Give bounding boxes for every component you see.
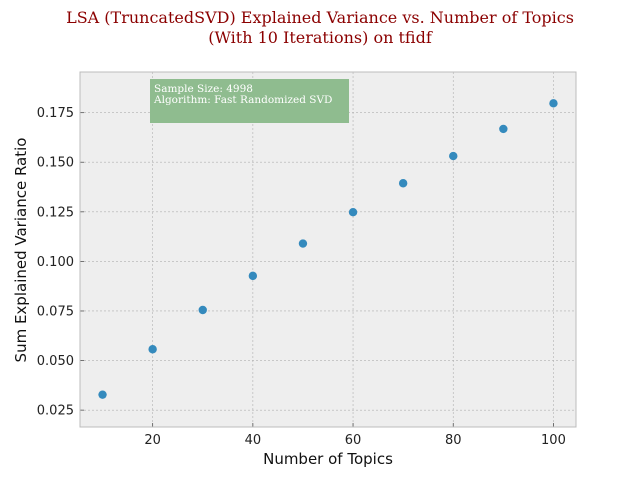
annotation-box: Sample Size: 4998 Algorithm: Fast Random…	[150, 79, 349, 123]
data-point-0-4	[298, 239, 308, 248]
annotation-sample-size: Sample Size: 4998	[154, 83, 253, 95]
y-tick-label-4: 0.125	[37, 205, 74, 220]
data-point-0-6	[398, 179, 408, 188]
x-axis-label: Number of Topics	[263, 450, 393, 468]
data-point-0-9	[549, 99, 558, 108]
scatter-points	[98, 99, 558, 399]
data-point-0-3	[248, 271, 258, 281]
plot-frame	[79, 71, 577, 428]
y-tick-label-2: 0.075	[37, 304, 74, 319]
y-tick-label-1: 0.050	[37, 354, 74, 369]
x-tick-label-1: 40	[245, 433, 262, 448]
data-point-0-7	[449, 151, 458, 161]
y-tick-label-3: 0.100	[37, 255, 74, 270]
data-point-0-1	[148, 345, 157, 354]
y-tick-label-6: 0.175	[37, 106, 74, 121]
chart-title-line-2: (With 10 Iterations) on tfidf	[208, 28, 433, 47]
data-point-0-2	[198, 305, 207, 315]
y-tick-label-0: 0.025	[37, 404, 74, 419]
data-point-0-5	[348, 208, 358, 217]
x-tick-label-0: 20	[144, 433, 161, 448]
y-tick-label-5: 0.150	[37, 156, 74, 171]
data-point-0-0	[98, 390, 107, 399]
y-axis-label: Sum Explained Variance Ratio	[12, 138, 30, 363]
axis-ticks: 20 40 60 80 100 0.025 0.050 0.075 0.100 0.125 0.15…	[37, 106, 566, 448]
x-tick-label-3: 80	[445, 433, 462, 448]
data-point-0-8	[499, 124, 508, 134]
x-tick-label-2: 60	[345, 433, 362, 448]
x-tick-label-4: 100	[541, 433, 566, 448]
annotation-background	[150, 79, 349, 123]
annotation-algorithm: Algorithm: Fast Randomized SVD	[153, 94, 332, 106]
plot-area	[80, 72, 576, 427]
chart-title-line-1: LSA (TruncatedSVD) Explained Variance vs…	[66, 8, 574, 27]
